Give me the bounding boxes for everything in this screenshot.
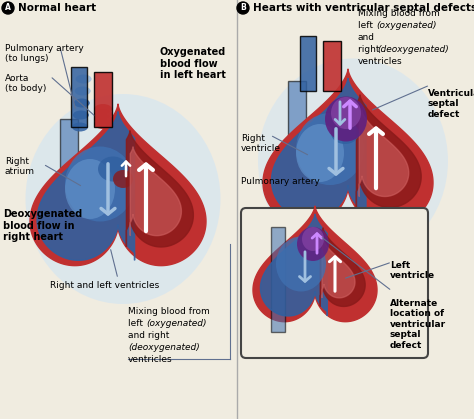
Ellipse shape (73, 111, 89, 119)
Ellipse shape (75, 86, 91, 96)
Text: Aorta
(to body): Aorta (to body) (5, 74, 46, 93)
Text: Left
ventricle: Left ventricle (390, 261, 435, 280)
Ellipse shape (276, 236, 326, 292)
Text: (oxygenated): (oxygenated) (376, 21, 437, 30)
Ellipse shape (74, 98, 90, 108)
Polygon shape (322, 240, 355, 298)
Text: Pulmonary artery
(to lungs): Pulmonary artery (to lungs) (5, 44, 84, 63)
Circle shape (237, 2, 249, 14)
Text: (oxygenated): (oxygenated) (146, 319, 207, 328)
Text: A: A (5, 3, 11, 13)
Polygon shape (359, 110, 409, 197)
Circle shape (2, 2, 14, 14)
Text: left: left (128, 319, 146, 328)
Text: (deoxygenated): (deoxygenated) (377, 45, 449, 54)
Ellipse shape (113, 170, 133, 188)
Text: Hearts with ventricular septal defects: Hearts with ventricular septal defects (253, 3, 474, 13)
Ellipse shape (98, 157, 128, 181)
Polygon shape (127, 131, 193, 247)
Ellipse shape (72, 122, 88, 132)
Ellipse shape (94, 109, 112, 119)
FancyBboxPatch shape (300, 36, 316, 91)
Ellipse shape (331, 122, 359, 144)
Text: Right
ventricle: Right ventricle (241, 134, 281, 153)
Polygon shape (272, 78, 366, 219)
Ellipse shape (297, 227, 329, 261)
Ellipse shape (65, 159, 115, 219)
Text: Mixing blood from: Mixing blood from (128, 307, 210, 316)
Polygon shape (253, 206, 377, 322)
Polygon shape (263, 69, 433, 225)
Text: left: left (358, 21, 376, 30)
Text: B: B (240, 3, 246, 13)
Text: Ventricular
septal
defect: Ventricular septal defect (428, 89, 474, 119)
Text: Right
atrium: Right atrium (5, 157, 35, 176)
Polygon shape (130, 147, 182, 235)
Text: Oxygenated
blood flow
in left heart: Oxygenated blood flow in left heart (160, 47, 226, 80)
Ellipse shape (302, 227, 324, 251)
Ellipse shape (325, 96, 367, 142)
Ellipse shape (65, 147, 135, 222)
Ellipse shape (94, 104, 112, 114)
FancyBboxPatch shape (288, 81, 306, 216)
Ellipse shape (75, 75, 91, 83)
Text: ventricles: ventricles (358, 57, 402, 66)
FancyBboxPatch shape (60, 119, 78, 259)
FancyBboxPatch shape (323, 41, 341, 91)
Text: and right: and right (128, 331, 169, 340)
FancyBboxPatch shape (94, 72, 112, 127)
Polygon shape (260, 214, 328, 316)
Text: Right and left ventricles: Right and left ventricles (50, 281, 160, 290)
Text: and: and (358, 33, 375, 42)
Polygon shape (320, 228, 365, 306)
Polygon shape (30, 104, 206, 266)
Text: Alternate
location of
ventricular
septal
defect: Alternate location of ventricular septal… (390, 299, 446, 349)
Ellipse shape (296, 113, 364, 185)
Text: Normal heart: Normal heart (18, 3, 96, 13)
Polygon shape (37, 111, 135, 260)
Ellipse shape (296, 124, 344, 182)
FancyBboxPatch shape (271, 227, 285, 332)
Text: right: right (358, 45, 383, 54)
Ellipse shape (331, 97, 361, 129)
Ellipse shape (94, 119, 112, 129)
FancyBboxPatch shape (71, 67, 87, 127)
Polygon shape (356, 95, 421, 207)
Ellipse shape (26, 94, 220, 304)
Text: Mixing blood from: Mixing blood from (358, 9, 440, 18)
Text: Deoxygenated
blood flow in
right heart: Deoxygenated blood flow in right heart (3, 209, 82, 242)
Ellipse shape (258, 59, 448, 264)
Text: ventricles: ventricles (128, 355, 173, 364)
FancyBboxPatch shape (241, 208, 428, 358)
Text: (deoxygenated): (deoxygenated) (128, 343, 200, 352)
Text: Pulmonary artery: Pulmonary artery (241, 177, 320, 186)
Ellipse shape (94, 114, 112, 124)
